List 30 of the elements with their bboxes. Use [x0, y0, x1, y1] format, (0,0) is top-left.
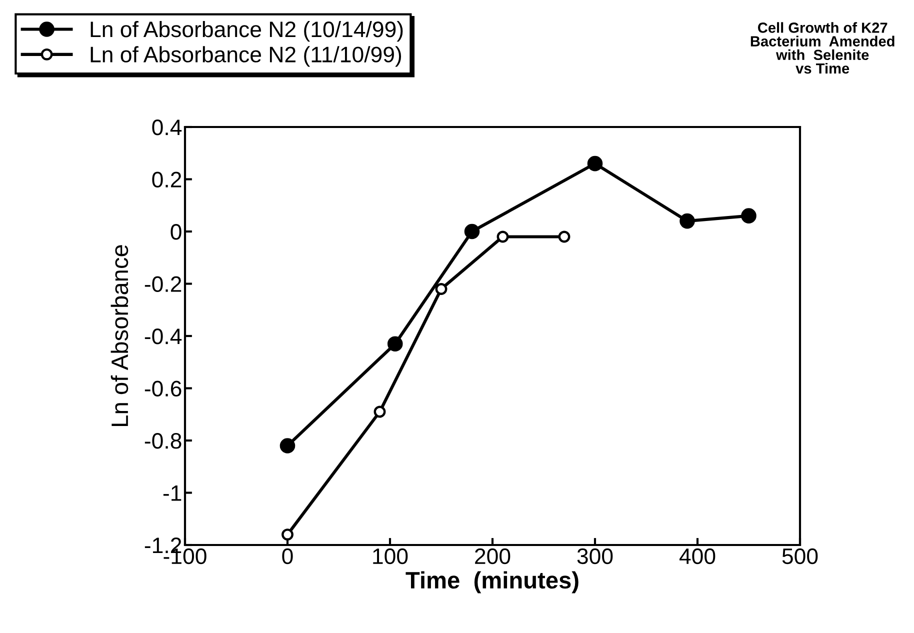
legend-label: Ln of Absorbance N2 (10/14/99): [90, 20, 403, 42]
point: [280, 438, 296, 454]
y-tick-label: -0.2: [144, 276, 182, 292]
x-tick-label: 500: [782, 548, 818, 564]
y-tick-label: -0.4: [144, 328, 182, 344]
point: [496, 230, 509, 243]
x-tick-label: 300: [577, 548, 613, 564]
y-tick-label: 0: [170, 224, 182, 240]
y-axis-title: Ln of Absorbance: [110, 245, 128, 426]
point: [387, 336, 403, 352]
y-tick-label: -0.6: [144, 380, 182, 397]
point: [680, 213, 695, 229]
x-tick-label: 100: [373, 548, 408, 564]
x-tick-label: 0: [282, 548, 293, 564]
point: [558, 230, 570, 243]
x-tick-label: 200: [475, 548, 510, 564]
point: [374, 406, 386, 418]
y-tick-label: -1: [163, 486, 182, 501]
point: [464, 224, 480, 240]
y-tick-label: 0.2: [152, 172, 182, 188]
chart-title: Cell Growth of K27 Bacterium Amended with Selenite vs Time: [750, 22, 894, 74]
point: [587, 156, 603, 172]
point: [435, 283, 448, 295]
point: [741, 208, 756, 224]
x-axis-title: Time (minutes): [406, 571, 578, 594]
legend-label: Ln of Absorbance N2 (11/10/99): [90, 46, 402, 67]
point: [282, 528, 294, 541]
y-tick-label: -0.8: [144, 433, 182, 449]
x-tick-label: 400: [679, 548, 716, 564]
y-tick-label: 0.4: [152, 120, 182, 136]
